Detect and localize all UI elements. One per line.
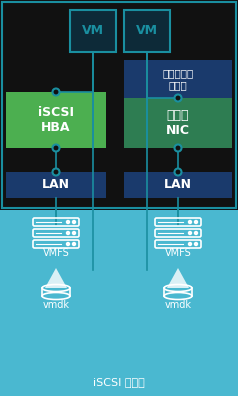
Circle shape (66, 221, 69, 223)
Text: iSCSI
HBA: iSCSI HBA (38, 106, 74, 134)
Circle shape (66, 232, 69, 234)
Circle shape (73, 242, 75, 246)
Text: LAN: LAN (164, 179, 192, 192)
Text: vmdk: vmdk (43, 300, 69, 310)
Circle shape (194, 232, 198, 234)
Polygon shape (45, 268, 67, 288)
Bar (6, 92, 106, 148)
Text: 이더넷
NIC: 이더넷 NIC (166, 109, 190, 137)
Text: 소프트웨이
이덧터: 소프트웨이 이덧터 (162, 68, 194, 90)
Circle shape (66, 242, 69, 246)
Circle shape (73, 232, 75, 234)
Text: VM: VM (82, 25, 104, 38)
Circle shape (73, 221, 75, 223)
Circle shape (188, 221, 192, 223)
Text: LAN: LAN (42, 179, 70, 192)
Text: VM: VM (136, 25, 158, 38)
Circle shape (174, 145, 182, 152)
Bar (124, 10, 170, 52)
Bar (70, 10, 116, 52)
Text: VMFS: VMFS (43, 248, 69, 258)
Circle shape (174, 95, 182, 101)
Circle shape (194, 221, 198, 223)
Circle shape (53, 88, 60, 95)
Polygon shape (167, 268, 189, 288)
Circle shape (194, 242, 198, 246)
Bar (6, 172, 106, 198)
Text: iSCSI 아레이: iSCSI 아레이 (93, 377, 145, 387)
Text: VMFS: VMFS (165, 248, 191, 258)
Bar (124, 60, 232, 98)
Bar (124, 172, 232, 198)
Text: vmdk: vmdk (164, 300, 192, 310)
Circle shape (174, 169, 182, 175)
Circle shape (188, 232, 192, 234)
Bar (124, 98, 232, 148)
Bar (0, 210, 238, 396)
Circle shape (188, 242, 192, 246)
Circle shape (53, 145, 60, 152)
Bar (2, 2, 236, 208)
Circle shape (53, 169, 60, 175)
